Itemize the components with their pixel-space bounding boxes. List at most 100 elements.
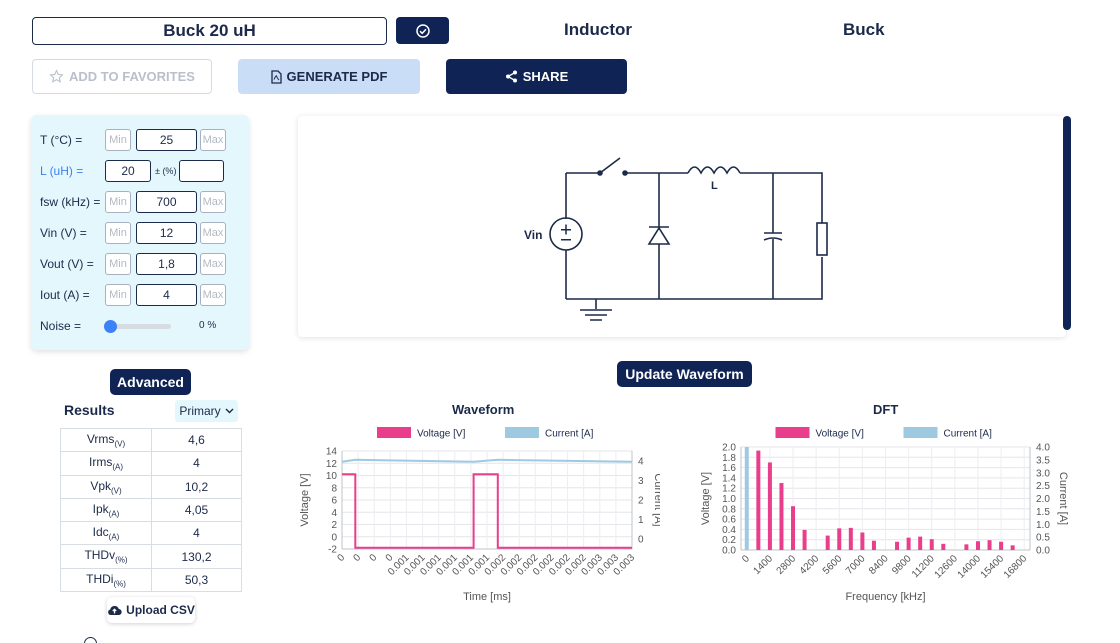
x-tick-label: 0 (335, 552, 347, 564)
results-row: Vrms(V) 4,6 (60, 427, 242, 453)
advanced-button[interactable]: Advanced (110, 369, 191, 395)
design-name-input[interactable]: Buck 20 uH (32, 17, 387, 45)
upload-csv-button[interactable]: Upload CSV (107, 597, 195, 623)
inductance-input[interactable]: 20 (105, 160, 151, 182)
fsw-max-input[interactable]: Max (200, 191, 226, 213)
voltage-bar (987, 540, 992, 550)
temperature-label: T (°C) = (40, 133, 83, 147)
update-waveform-button[interactable]: Update Waveform (617, 361, 752, 387)
results-row: THDv(%) 130,2 (60, 544, 242, 569)
y2-tick-label: 3 (638, 476, 644, 487)
result-quantity: THDi(%) (60, 567, 152, 593)
waveform-chart: Voltage [V] Current [A]-20246810121401234… (299, 427, 660, 603)
x-tick-label: 15400 (979, 553, 1007, 581)
x-tick-label: 0 (368, 552, 380, 564)
y-tick-label: 0.6 (722, 515, 736, 526)
results-title: Results (64, 402, 115, 418)
y-tick-label: 0 (331, 532, 337, 543)
iout-min-input[interactable]: Min (105, 284, 131, 306)
result-unit: (V) (114, 439, 126, 449)
voltage-bar (848, 527, 853, 550)
y2-tick-label: 0.5 (1036, 533, 1050, 544)
y-tick-label: 2 (331, 520, 337, 531)
result-value: 10,2 (151, 474, 242, 499)
partial-radio-indicator[interactable] (84, 637, 97, 643)
voltage-bar (767, 462, 772, 550)
voltage-bar (906, 537, 911, 550)
x-tick-label: 11200 (910, 553, 937, 580)
y-tick-label: 1.6 (722, 463, 736, 474)
y-tick-label: 14 (326, 447, 338, 458)
pdf-file-icon (270, 69, 282, 84)
generate-pdf-button[interactable]: GENERATE PDF (238, 59, 420, 94)
result-quantity-name: Ipk (92, 501, 109, 516)
voltage-bar (756, 450, 761, 550)
confirm-name-button[interactable] (396, 17, 449, 44)
results-table: Vrms(V) 4,6 Irms(A) 4 Vpk(V) 10,2 Ipk(A) 4,05 Id… (60, 427, 242, 593)
result-unit: (A) (108, 532, 120, 542)
winding-selector[interactable]: Primary (175, 400, 238, 422)
y2-axis-label: Current [A] (1057, 472, 1069, 525)
result-quantity: Idc(A) (60, 521, 152, 546)
operating-parameters-panel: T (°C) = Min 25 Max L (uH) = 20 ± (%) fs… (31, 115, 249, 350)
y-tick-label: 1.2 (722, 484, 736, 495)
vout-input[interactable]: 1,8 (136, 253, 197, 275)
y-tick-label: -2 (328, 545, 337, 556)
y2-tick-label: 4.0 (1036, 443, 1050, 454)
noise-slider-track[interactable] (107, 324, 171, 329)
result-unit: (V) (111, 485, 122, 495)
y-tick-label: 10 (326, 471, 338, 482)
y-tick-label: 1.8 (722, 453, 736, 464)
noise-slider-handle[interactable] (104, 320, 117, 333)
x-tick-label: 7000 (844, 553, 868, 577)
voltage-bar (895, 541, 900, 550)
x-tick-label: 12600 (933, 553, 961, 581)
iout-max-input[interactable]: Max (200, 284, 226, 306)
vout-max-input[interactable]: Max (200, 253, 226, 275)
fsw-min-input[interactable]: Min (105, 191, 131, 213)
add-to-favorites-button[interactable]: ADD TO FAVORITES (32, 59, 212, 94)
y-tick-label: 1.4 (722, 473, 736, 484)
current-series-line (341, 458, 633, 463)
result-quantity-name: Idc (92, 525, 109, 540)
fsw-label: fsw (kHz) = (40, 195, 101, 209)
temperature-input[interactable]: 25 (136, 129, 197, 151)
tolerance-input[interactable] (179, 160, 224, 182)
y-tick-label: 12 (326, 459, 338, 470)
y2-axis-label: Current [A] (652, 473, 660, 526)
result-quantity: THDv(%) (60, 544, 152, 569)
result-unit: (A) (108, 509, 120, 519)
voltage-bar (1010, 545, 1015, 550)
voltage-bar (964, 544, 969, 550)
tolerance-label: ± (%) (155, 166, 177, 176)
fsw-input[interactable]: 700 (136, 191, 197, 213)
x-tick-label: 14000 (956, 553, 984, 581)
vin-max-input[interactable]: Max (200, 222, 226, 244)
temperature-max-input[interactable]: Max (200, 129, 226, 151)
result-quantity: Vpk(V) (60, 474, 152, 499)
vout-min-input[interactable]: Min (105, 253, 131, 275)
legend-swatch (377, 427, 411, 438)
share-button[interactable]: SHARE (446, 59, 627, 94)
results-row: Irms(A) 4 (60, 451, 242, 476)
dft-chart: Voltage [V] Current [A]0.00.20.40.60.81.0… (700, 427, 1069, 603)
temperature-min-input[interactable]: Min (105, 129, 131, 151)
buck-schematic: Vin L (524, 157, 828, 321)
voltage-bar (999, 541, 1004, 550)
current-bar (744, 447, 749, 550)
y-tick-label: 0.4 (722, 525, 736, 536)
schematic-scrollbar[interactable] (1063, 116, 1071, 330)
share-icon (505, 70, 517, 83)
voltage-bar (975, 541, 980, 550)
voltage-bar (929, 539, 934, 550)
iout-input[interactable]: 4 (136, 284, 197, 306)
vin-min-input[interactable]: Min (105, 222, 131, 244)
legend-label: Current [A] (944, 429, 993, 440)
result-quantity: Ipk(A) (60, 497, 152, 523)
result-value: 50,3 (151, 567, 242, 593)
inductance-label: L (uH) = (40, 164, 84, 178)
y-tick-label: 4 (331, 508, 337, 519)
result-value: 130,2 (151, 544, 242, 569)
y2-tick-label: 3.5 (1036, 455, 1050, 466)
vin-input[interactable]: 12 (136, 222, 197, 244)
